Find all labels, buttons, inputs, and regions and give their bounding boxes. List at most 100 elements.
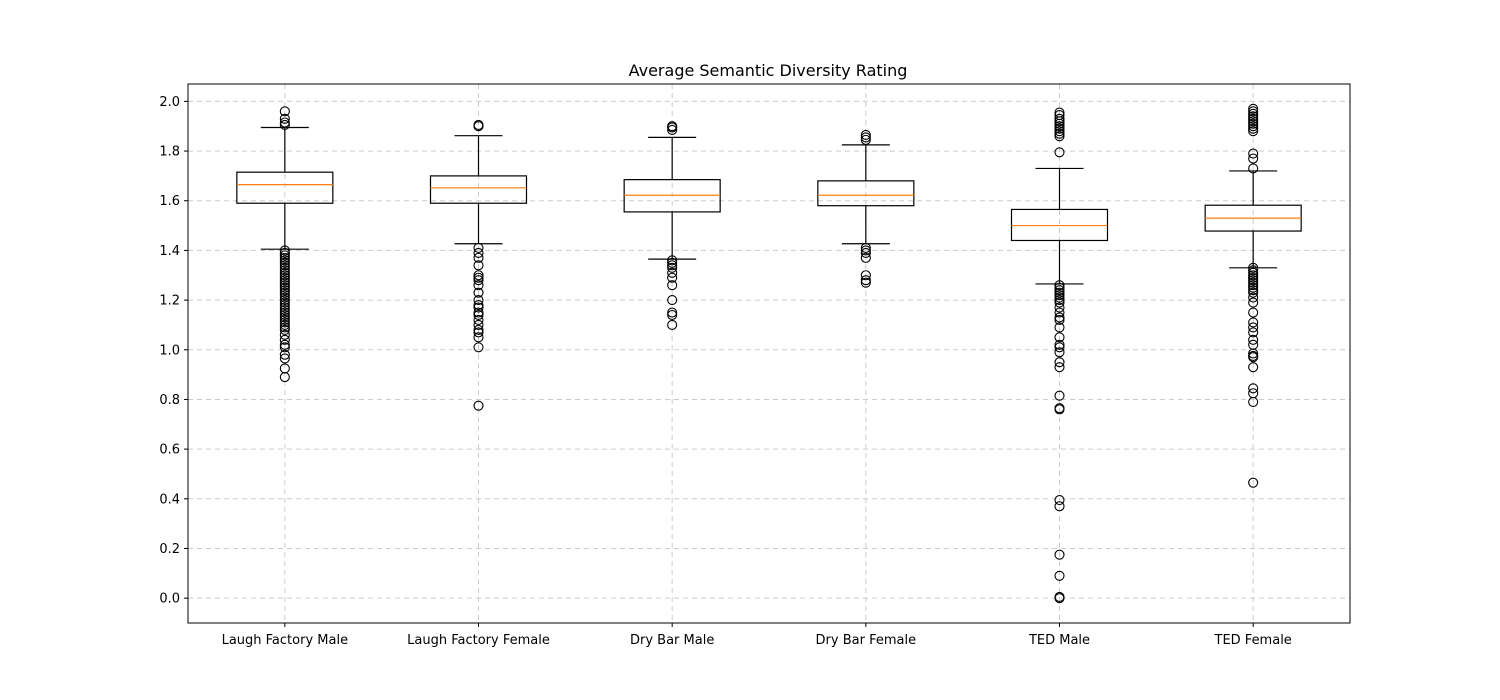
outlier-point <box>1054 314 1065 326</box>
outlier-point <box>1248 121 1259 132</box>
outlier-point <box>279 270 290 281</box>
outlier-point <box>1054 280 1065 291</box>
outlier-point <box>473 121 484 132</box>
outlier-point <box>1054 342 1065 353</box>
outlier-point <box>279 297 290 308</box>
outlier-point <box>1054 121 1065 132</box>
outlier-point <box>1054 292 1065 303</box>
category-label: Laugh Factory Female <box>407 633 550 648</box>
box-group <box>623 121 721 330</box>
outlier-point <box>1248 116 1259 127</box>
outlier-point <box>279 277 290 288</box>
outlier-point <box>279 255 290 266</box>
outlier-point <box>667 280 678 291</box>
outlier-point <box>1054 116 1065 127</box>
outlier-point <box>279 329 290 340</box>
outlier-point <box>1248 285 1259 296</box>
outlier-point <box>1054 128 1065 139</box>
category-label: Laugh Factory Male <box>222 633 348 648</box>
outlier-point <box>1054 390 1065 401</box>
y-tick-label: 0.0 <box>159 592 180 607</box>
outlier-point <box>279 295 290 306</box>
outlier-point <box>473 307 484 318</box>
outlier-point <box>667 272 678 283</box>
outlier-point <box>1248 262 1259 273</box>
outlier-point <box>279 119 290 131</box>
box-group <box>1010 107 1109 604</box>
outlier-point <box>860 132 871 143</box>
outlier-point <box>473 332 484 343</box>
outlier-point <box>1054 118 1065 129</box>
outlier-point <box>279 245 290 256</box>
outlier-point <box>1054 302 1065 313</box>
outlier-point <box>667 124 678 136</box>
outlier-point <box>279 292 290 303</box>
outlier-point <box>1248 334 1259 345</box>
category-label: Dry Bar Female <box>816 633 917 648</box>
outlier-point <box>667 309 678 321</box>
outlier-point <box>1054 307 1065 318</box>
outlier-point <box>473 342 484 353</box>
outlier-point <box>473 327 484 338</box>
box-group <box>236 106 334 383</box>
outlier-point <box>1054 322 1065 333</box>
outlier-point <box>1248 163 1259 174</box>
outlier-point <box>1248 123 1259 134</box>
outlier-point <box>279 304 290 316</box>
outlier-point <box>279 312 290 323</box>
outlier-point <box>1248 275 1259 286</box>
outlier-point <box>473 242 484 253</box>
outlier-point <box>1054 570 1065 581</box>
outlier-point <box>667 255 678 266</box>
y-tick-label: 1.6 <box>159 194 180 209</box>
outlier-point <box>279 317 290 328</box>
outlier-point <box>279 322 290 333</box>
outlier-point <box>860 275 871 286</box>
outlier-point <box>1054 332 1065 343</box>
outlier-point <box>279 372 290 383</box>
outlier-point <box>279 319 290 330</box>
outlier-point <box>279 106 290 117</box>
outlier-point <box>1054 501 1065 512</box>
outlier-point <box>1054 285 1065 296</box>
outlier-point <box>279 324 290 335</box>
outlier-point <box>1248 362 1259 373</box>
y-tick-label: 0.8 <box>159 393 180 408</box>
box-iqr <box>429 175 528 204</box>
outlier-point <box>279 282 290 293</box>
y-tick-label: 0.6 <box>159 443 180 458</box>
outlier-point <box>279 285 290 296</box>
outlier-point <box>1054 295 1065 306</box>
outlier-point <box>1054 131 1065 142</box>
category-label: Dry Bar Male <box>630 633 714 648</box>
outlier-point <box>473 300 484 311</box>
y-tick-label: 1.0 <box>159 343 180 358</box>
outlier-point <box>1248 108 1259 119</box>
outlier-point <box>473 324 484 335</box>
outlier-point <box>667 122 678 133</box>
outlier-point <box>1248 111 1259 122</box>
outlier-point <box>279 265 290 276</box>
outlier-point <box>473 272 484 283</box>
outlier-point <box>473 252 484 263</box>
outlier-point <box>1248 327 1259 338</box>
outlier-point <box>279 280 290 291</box>
outlier-point <box>473 287 484 298</box>
outlier-point <box>279 314 290 326</box>
y-tick-label: 0.4 <box>159 492 180 507</box>
outlier-point <box>473 314 484 326</box>
outlier-point <box>473 275 484 286</box>
outlier-point <box>1248 113 1259 124</box>
outlier-point <box>1248 396 1259 407</box>
outlier-point <box>1054 113 1065 124</box>
box-iqr <box>817 180 915 207</box>
outlier-point <box>279 252 290 263</box>
outlier-point <box>1248 317 1259 328</box>
y-tick-label: 1.8 <box>159 145 180 160</box>
outlier-point <box>1054 312 1065 323</box>
outlier-point <box>279 247 290 258</box>
outlier-point <box>473 270 484 281</box>
outlier-point <box>473 309 484 321</box>
outlier-point <box>279 342 290 353</box>
plot-frame <box>187 83 1351 624</box>
